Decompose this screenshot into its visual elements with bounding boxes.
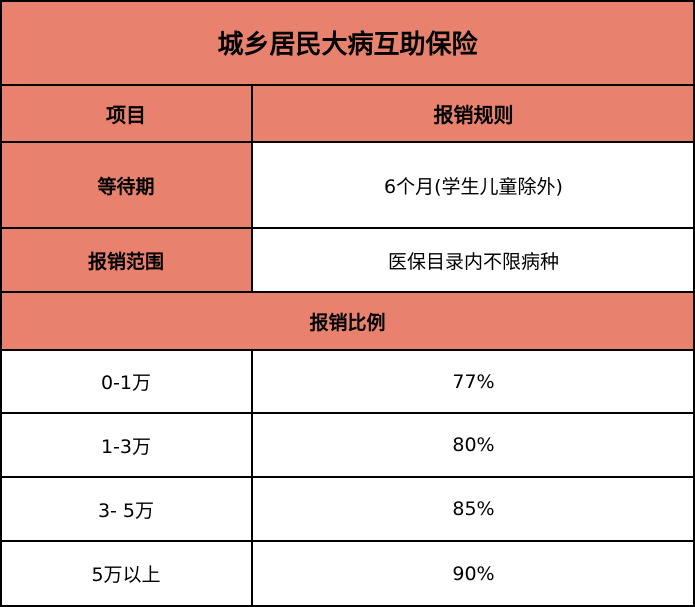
column-divider bbox=[251, 85, 253, 292]
row-label-scope: 报销范围 bbox=[0, 228, 252, 292]
ratio-range: 5万以上 bbox=[91, 564, 161, 586]
border bbox=[0, 476, 695, 478]
ratio-percent: 77% bbox=[452, 370, 495, 393]
border bbox=[0, 349, 695, 351]
ratio-range: 0-1万 bbox=[100, 372, 152, 394]
border bbox=[0, 540, 695, 542]
row-value-scope: 医保目录内不限病种 bbox=[387, 250, 559, 273]
border bbox=[0, 141, 695, 143]
ratio-range: 1-3万 bbox=[100, 435, 152, 458]
border bbox=[0, 291, 695, 293]
ratio-percent: 90% bbox=[452, 562, 495, 585]
header-item: 项目 bbox=[0, 85, 252, 142]
ratio-percent: 80% bbox=[452, 434, 495, 456]
ratio-percent: 85% bbox=[452, 498, 495, 520]
row-value-waiting: 6个月(学生儿童除外) bbox=[384, 175, 563, 198]
column-divider bbox=[251, 350, 253, 607]
table-title: 城乡居民大病互助保险 bbox=[0, 0, 695, 85]
border bbox=[0, 227, 695, 229]
ratio-range: 3- 5万 bbox=[97, 499, 155, 522]
border bbox=[0, 412, 695, 414]
border bbox=[0, 0, 695, 2]
border bbox=[693, 0, 695, 607]
border bbox=[0, 605, 695, 607]
header-rule: 报销规则 bbox=[252, 85, 695, 142]
border bbox=[0, 0, 2, 607]
row-label-waiting: 等待期 bbox=[0, 142, 252, 228]
border bbox=[0, 84, 695, 86]
ratio-title: 报销比例 bbox=[0, 292, 695, 350]
